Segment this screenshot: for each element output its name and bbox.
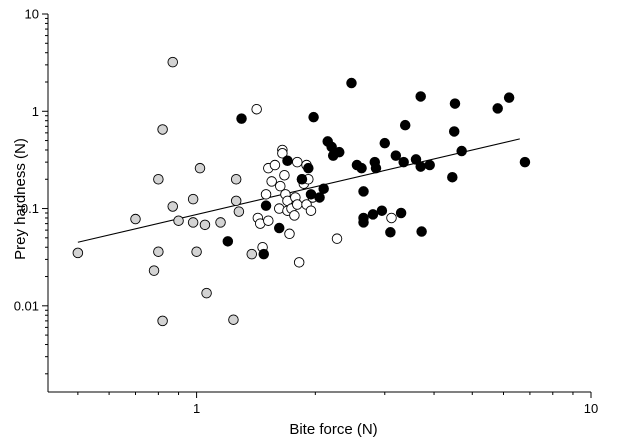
- series-filled-circle: [222, 77, 531, 260]
- data-point: [157, 315, 168, 327]
- data-point: [269, 159, 281, 171]
- data-point: [449, 98, 461, 109]
- data-point: [279, 169, 290, 181]
- y-tick-label: 0.01: [14, 298, 39, 313]
- data-point: [260, 200, 272, 211]
- data-point: [390, 150, 402, 161]
- data-point: [293, 257, 305, 268]
- y-tick-label: 10: [25, 7, 39, 22]
- data-point: [448, 126, 460, 137]
- data-point: [258, 248, 270, 260]
- data-point: [130, 213, 141, 225]
- data-point: [153, 174, 164, 185]
- data-point: [398, 156, 409, 168]
- y-tick-label: 0.1: [21, 201, 39, 216]
- data-point: [187, 193, 199, 205]
- data-point: [273, 222, 285, 234]
- data-point: [230, 174, 242, 185]
- data-point: [153, 246, 164, 257]
- data-point: [191, 246, 202, 257]
- data-point: [275, 180, 286, 192]
- data-point: [385, 227, 396, 238]
- data-point: [503, 92, 515, 103]
- data-point: [456, 145, 467, 157]
- data-point: [215, 217, 226, 228]
- data-point: [296, 174, 308, 185]
- data-point: [263, 215, 274, 226]
- data-point: [251, 103, 262, 115]
- axis-text: 1 10 0.01 0.1 1 10 Bite force (N) Prey hardness…: [12, 7, 598, 439]
- data-point: [277, 148, 288, 159]
- data-point: [187, 217, 199, 228]
- regression-line: [77, 138, 520, 243]
- y-axis-title: Prey hardness (N): [12, 138, 29, 260]
- data-point: [356, 162, 367, 174]
- data-point: [303, 162, 314, 174]
- data-point: [201, 287, 212, 299]
- data-point: [266, 176, 277, 187]
- data-point: [233, 206, 245, 217]
- data-point: [370, 162, 382, 174]
- data-point: [308, 111, 319, 123]
- data-point: [228, 314, 239, 325]
- data-point: [395, 207, 407, 219]
- data-point: [284, 228, 295, 240]
- data-point: [282, 155, 293, 166]
- series-grey-circle: [72, 56, 258, 327]
- data-point: [331, 233, 343, 244]
- data-point: [358, 186, 369, 197]
- data-point: [167, 56, 178, 68]
- data-point: [318, 183, 329, 194]
- data-point: [415, 161, 426, 172]
- data-point: [386, 212, 397, 224]
- data-point: [379, 137, 391, 149]
- axes: [42, 13, 592, 398]
- data-point: [199, 219, 211, 231]
- data-point: [148, 265, 160, 276]
- data-point: [492, 103, 503, 114]
- x-tick-label: 1: [193, 401, 200, 416]
- data-point: [399, 119, 411, 131]
- data-point: [194, 162, 206, 174]
- x-axis-title: Bite force (N): [289, 421, 377, 438]
- series-open-circle: [251, 103, 397, 268]
- data-point: [376, 205, 388, 216]
- data-point: [416, 226, 427, 237]
- data-point: [157, 124, 168, 135]
- data-point: [519, 156, 531, 168]
- data-point: [415, 91, 426, 102]
- data-point: [292, 156, 303, 168]
- data-point: [236, 113, 247, 124]
- data-point: [346, 77, 357, 89]
- data-point: [367, 209, 379, 220]
- data-point: [173, 215, 184, 226]
- x-tick-label: 10: [584, 401, 598, 416]
- plot-area: [72, 56, 531, 327]
- data-point: [292, 199, 303, 210]
- data-point: [260, 189, 272, 200]
- data-point: [358, 217, 369, 228]
- data-point: [334, 146, 345, 158]
- data-point: [289, 210, 300, 221]
- y-tick-label: 1: [32, 104, 39, 119]
- data-point: [447, 171, 458, 183]
- data-point: [230, 195, 242, 207]
- data-point: [424, 159, 435, 171]
- data-point: [72, 247, 84, 259]
- data-point: [314, 192, 325, 203]
- data-point: [305, 205, 317, 216]
- data-point: [410, 154, 422, 165]
- data-point: [167, 201, 178, 212]
- data-point: [246, 248, 258, 260]
- data-point: [222, 236, 234, 247]
